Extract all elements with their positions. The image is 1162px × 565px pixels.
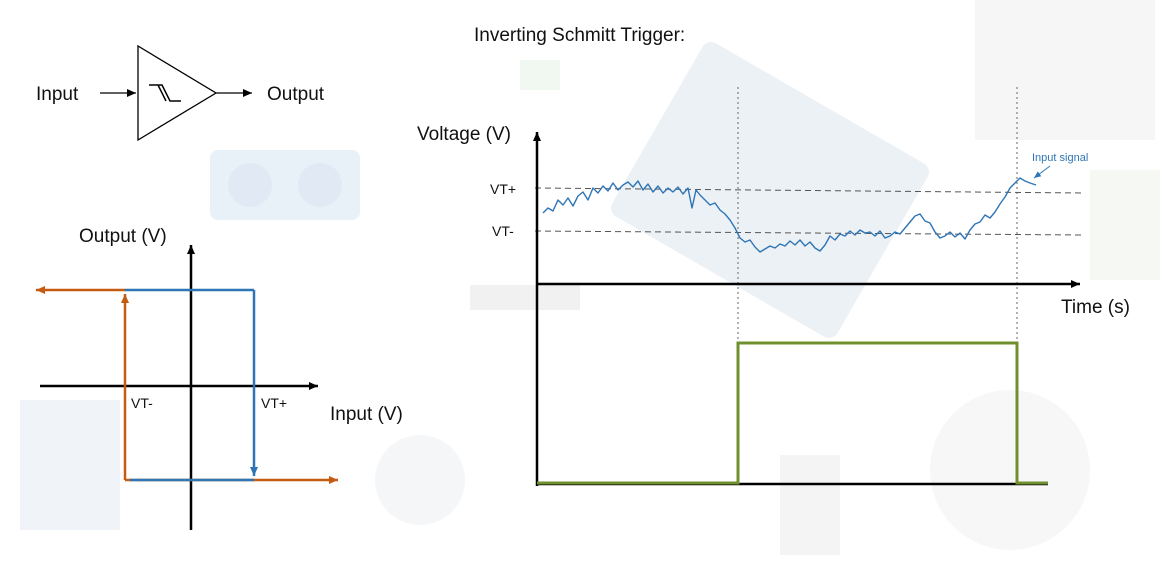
input-signal-waveform	[542, 177, 1037, 253]
timing-vt-minus-label: VT-	[492, 223, 514, 239]
threshold-vt-plus-line	[534, 187, 1083, 194]
hysteresis-plot: Output (V) Input (V) VT- VT+	[36, 226, 403, 530]
hysteresis-y-label: Output (V)	[79, 226, 167, 247]
hysteresis-vt-plus-label: VT+	[261, 395, 287, 411]
output-square-wave	[537, 341, 1048, 485]
input-signal-label: Input signal	[1032, 152, 1088, 164]
timing-y-label: Voltage (V)	[417, 124, 511, 145]
buffer-triangle	[137, 44, 218, 142]
timing-vt-plus-label: VT+	[490, 181, 516, 197]
hysteresis-x-label: Input (V)	[330, 404, 403, 425]
diagram-title: Inverting Schmitt Trigger:	[474, 25, 685, 46]
threshold-vt-minus-line	[534, 230, 1083, 236]
timing-plot: Voltage (V) Time (s) VT+ VT- Input signa…	[417, 87, 1130, 486]
symbol-output-label: Output	[267, 84, 325, 105]
schmitt-hysteresis-icon	[149, 84, 181, 102]
symbol-input-label: Input	[36, 84, 79, 105]
schmitt-buffer-symbol: Input Output	[36, 44, 325, 142]
timing-x-label: Time (s)	[1061, 297, 1130, 318]
input-signal-pointer	[1033, 165, 1051, 179]
hysteresis-vt-minus-label: VT-	[131, 395, 153, 411]
